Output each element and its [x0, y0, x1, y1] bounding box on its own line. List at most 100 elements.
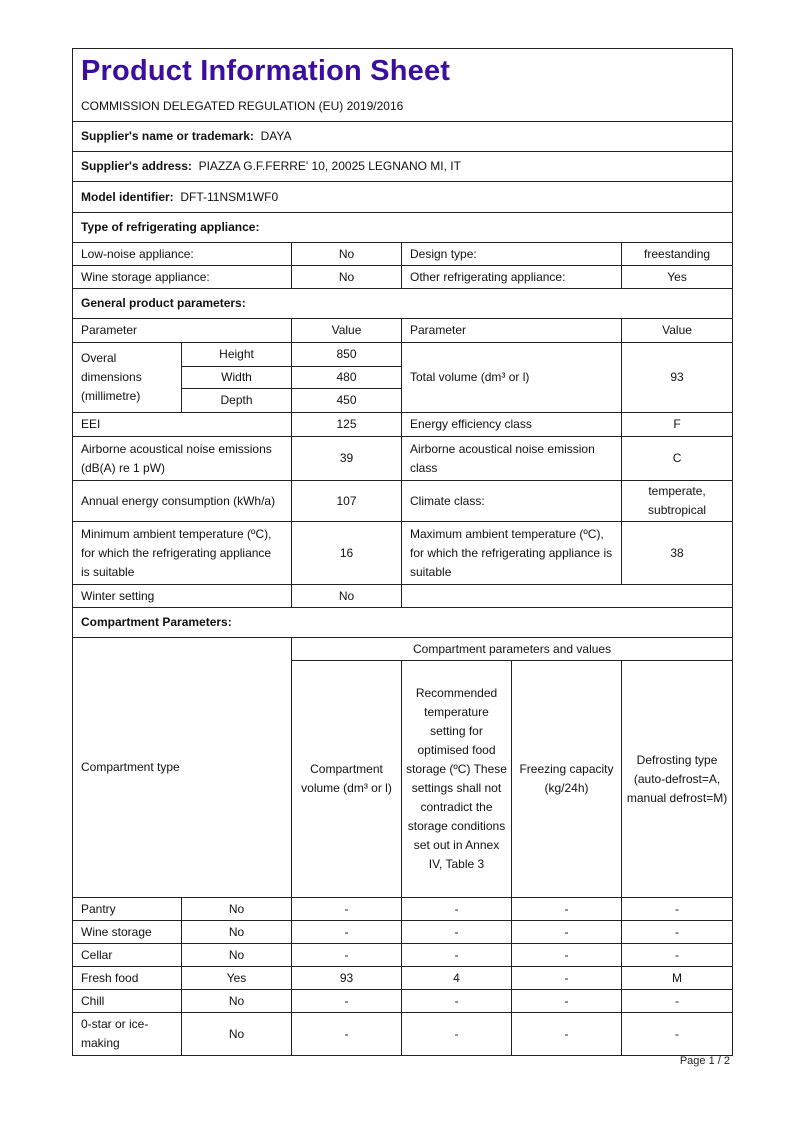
product-information-table: Product Information Sheet COMMISSION DEL… [71, 48, 734, 1056]
regulation-text: COMMISSION DELEGATED REGULATION (EU) 201… [81, 99, 404, 113]
compartment-volume: - [291, 920, 402, 944]
low-noise-value: No [291, 242, 402, 266]
compartment-type: Fresh food [72, 966, 182, 990]
climate-class-value: temperate, subtropical [620, 480, 734, 522]
page-title: Product Information Sheet [81, 55, 451, 87]
other-appliance-label: Other refrigerating appliance: [401, 265, 622, 289]
compartment-present: No [181, 943, 292, 967]
compartment-defrost: - [620, 989, 734, 1013]
max-temp-value: 38 [620, 521, 734, 585]
compartment-type: 0-star or ice-making [72, 1012, 182, 1056]
min-temp-value: 16 [291, 521, 402, 585]
compartment-volume: 93 [291, 966, 402, 990]
compartment-defrost: M [620, 966, 734, 990]
annual-energy-value: 107 [291, 480, 402, 522]
noise-class-value: C [620, 436, 734, 481]
temperature-header: Recommended temperature setting for opti… [401, 660, 512, 898]
defrost-header: Defrosting type (auto-defrost=A, manual … [620, 660, 734, 898]
compartment-temperature: - [401, 1012, 512, 1056]
compartment-defrost: - [620, 1012, 734, 1056]
page-number: Page 1 / 2 [679, 1055, 730, 1067]
volume-header: Compartment volume (dm³ or l) [291, 660, 402, 898]
compartment-freezing: - [511, 1012, 622, 1056]
compartment-temperature: 4 [401, 966, 512, 990]
compartment-type: Wine storage [72, 920, 182, 944]
title-block: Product Information Sheet COMMISSION DEL… [71, 48, 734, 122]
other-appliance-value: Yes [620, 265, 734, 289]
compartment-temperature: - [401, 943, 512, 967]
parameter-header-2: Parameter [401, 318, 622, 343]
compartment-present: No [181, 920, 292, 944]
energy-class-value: F [620, 412, 734, 437]
compartment-row: Pantry No - - - - [72, 897, 734, 921]
general-heading: General product parameters: [71, 288, 734, 319]
compartment-group-header: Compartment parameters and values [290, 637, 734, 661]
design-type-label: Design type: [401, 242, 622, 266]
compartment-freezing: - [511, 920, 622, 944]
compartment-present: No [181, 1012, 292, 1056]
compartment-type-header: Compartment type [72, 637, 292, 898]
winter-setting-label: Winter setting [72, 584, 292, 608]
compartment-row: Fresh food Yes 93 4- M [72, 966, 734, 990]
eei-label: EEI [72, 412, 292, 437]
noise-label: Airborne acoustical noise emissions (dB(… [72, 436, 292, 481]
wine-storage-label: Wine storage appliance: [72, 265, 292, 289]
compartment-row: Wine storage No - - - - [72, 920, 734, 944]
noise-class-label: Airborne acoustical noise emission class [401, 436, 622, 481]
total-volume-label: Total volume (dm³ or l) [401, 342, 622, 413]
depth-label: Depth [181, 388, 292, 413]
total-volume-value: 93 [620, 342, 734, 413]
compartment-freezing: - [511, 989, 622, 1013]
type-heading: Type of refrigerating appliance: [71, 212, 734, 243]
compartment-present: No [181, 897, 292, 921]
compartment-freezing: - [511, 897, 622, 921]
min-temp-label: Minimum ambient temperature (ºC), for wh… [72, 521, 292, 585]
compartment-type: Cellar [72, 943, 182, 967]
compartment-type: Chill [72, 989, 182, 1013]
supplier-address: PIAZZA G.F.FERRE' 10, 20025 LEGNANO MI, … [198, 159, 461, 173]
depth-value: 450 [291, 388, 402, 413]
supplier-name: DAYA [260, 129, 292, 143]
compartment-row: Chill No - - - - [72, 989, 734, 1013]
compartment-freezing: - [511, 943, 622, 967]
compartment-volume: - [291, 897, 402, 921]
energy-class-label: Energy efficiency class [401, 412, 622, 437]
compartment-temperature: - [401, 989, 512, 1013]
compartment-defrost: - [620, 897, 734, 921]
dimensions-label: Overal dimensions (millimetre) [72, 342, 182, 413]
compartment-temperature: - [401, 920, 512, 944]
freezing-header: Freezing capacity (kg/24h) [511, 660, 622, 898]
height-label: Height [181, 342, 292, 367]
compartment-defrost: - [620, 920, 734, 944]
model-label: Model identifier: [81, 189, 174, 204]
design-type-value: freestanding [620, 242, 734, 266]
winter-setting-value: No [291, 584, 402, 608]
width-value: 480 [291, 366, 402, 389]
eei-value: 125 [291, 412, 402, 437]
empty-cell [400, 584, 734, 608]
supplier-address-label: Supplier's address: [81, 159, 192, 173]
value-header: Value [291, 318, 402, 343]
parameter-header: Parameter [72, 318, 292, 343]
compartment-heading: Compartment Parameters: [71, 607, 734, 638]
compartment-volume: - [291, 1012, 402, 1056]
compartment-volume: - [291, 989, 402, 1013]
supplier-name-label: Supplier's name or trademark: [81, 129, 254, 143]
width-label: Width [181, 366, 292, 389]
compartment-volume: - [291, 943, 402, 967]
compartment-row: 0-star or ice-making No - - - - [72, 1012, 734, 1056]
compartment-present: No [181, 989, 292, 1013]
value-header-2: Value [620, 318, 734, 343]
compartment-freezing: - [511, 966, 622, 990]
height-value: 850 [291, 342, 402, 367]
supplier-address-row: Supplier's address: PIAZZA G.F.FERRE' 10… [71, 151, 734, 182]
wine-storage-value: No [291, 265, 402, 289]
model-row: Model identifier: DFT-11NSM1WF0 [71, 181, 734, 213]
compartment-row: Cellar No - - - - [72, 943, 734, 967]
noise-value: 39 [291, 436, 402, 481]
climate-class-label: Climate class: [401, 480, 622, 522]
low-noise-label: Low-noise appliance: [72, 242, 292, 266]
compartment-temperature: - [401, 897, 512, 921]
max-temp-label: Maximum ambient temperature (ºC), for wh… [401, 521, 622, 585]
annual-energy-label: Annual energy consumption (kWh/a) [72, 480, 292, 522]
